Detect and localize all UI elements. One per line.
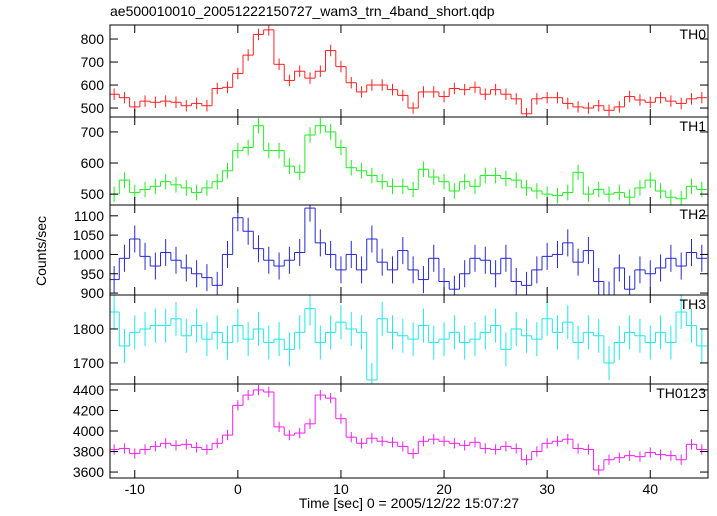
y-tick-label: 4400: [73, 382, 104, 398]
y-tick-label: 500: [81, 100, 105, 116]
panel-frame: [109, 383, 709, 479]
x-tick-label: 20: [436, 481, 452, 497]
panel-data: [110, 25, 707, 117]
panel-data: [110, 384, 707, 476]
x-tick-label: 0: [234, 481, 242, 497]
y-tick-label: 500: [81, 186, 105, 202]
panel-data: [110, 117, 707, 205]
panel-frame: [109, 204, 709, 296]
panel-frame: [109, 116, 709, 206]
x-tick-label: 40: [642, 481, 658, 497]
y-axis-label: Counts/sec: [33, 216, 49, 286]
y-tick-label: 600: [81, 155, 105, 171]
y-tick-label: 1700: [73, 355, 104, 371]
panel-label: TH3: [680, 296, 707, 312]
y-tick-label: 3600: [73, 464, 104, 480]
panel-label: TH1: [680, 118, 707, 134]
y-tick-label: 800: [81, 31, 105, 47]
y-tick-label: 1000: [73, 246, 104, 262]
panel-label: TH2: [680, 206, 707, 222]
y-tick-label: 1100: [74, 208, 104, 224]
y-tick-label: 900: [81, 285, 105, 301]
panel-data: [110, 205, 707, 295]
panel-label: TH0: [680, 26, 707, 42]
panel-data: [110, 295, 707, 384]
chart-title: ae500010010_20051222150727_wam3_trn_4ban…: [110, 3, 495, 19]
y-tick-label: 4200: [73, 402, 104, 418]
y-tick-label: 3800: [73, 444, 104, 460]
y-tick-label: 600: [81, 77, 105, 93]
panel-label: TH0123: [656, 385, 706, 401]
y-tick-label: 1800: [73, 321, 104, 337]
y-tick-label: 4000: [73, 423, 104, 439]
x-tick-label: -10: [125, 481, 145, 497]
x-tick-label: 30: [539, 481, 555, 497]
y-tick-label: 950: [81, 266, 105, 282]
y-tick-label: 700: [81, 124, 105, 140]
y-tick-label: 1050: [73, 227, 104, 243]
x-axis-label: Time [sec] 0 = 2005/12/22 15:07:27: [299, 495, 519, 511]
y-tick-label: 700: [81, 54, 105, 70]
x-tick-label: 10: [333, 481, 349, 497]
